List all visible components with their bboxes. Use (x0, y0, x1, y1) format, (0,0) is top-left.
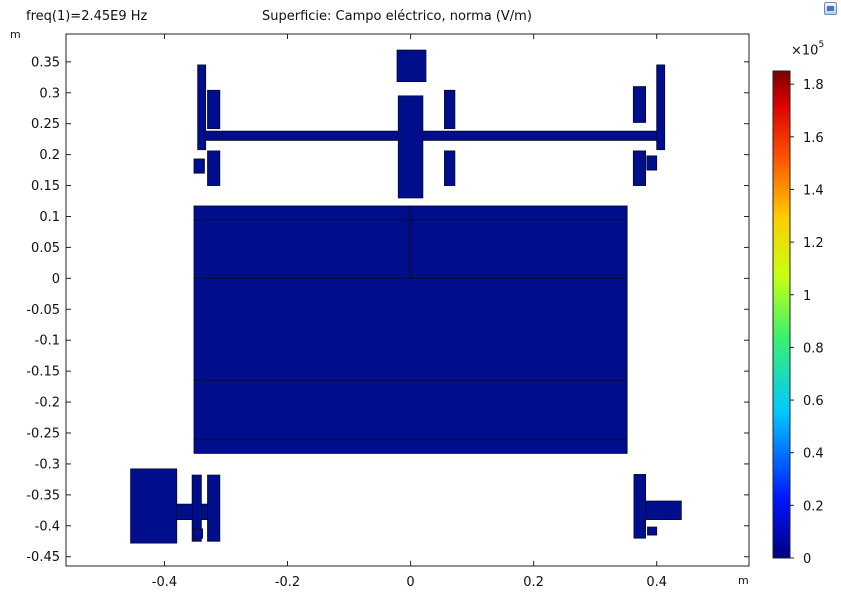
shape-bottom-right-post (633, 474, 647, 539)
x-tick-label: 0 (406, 575, 414, 590)
colorbar-tick-label: 1.6 (803, 131, 824, 146)
y-tick-label: -0.35 (26, 488, 60, 503)
shape-center-left-post-low (444, 150, 456, 186)
y-tick-label: -0.3 (35, 457, 60, 472)
x-axis-unit-label: m (738, 574, 749, 587)
y-tick-label: 0.15 (31, 179, 60, 194)
x-tick-label: -0.2 (275, 575, 300, 590)
y-tick-label: -0.45 (26, 550, 60, 565)
colorbar-tick-label: 0.4 (803, 447, 824, 462)
colorbar-tick-label: 0.2 (803, 499, 824, 514)
shape-left-inner-post-low (207, 150, 221, 186)
colorbar-tick-label: 1.2 (803, 236, 824, 251)
shape-bottom-left-stub (193, 528, 203, 539)
y-axis-unit-label: m (10, 28, 21, 41)
y-tick-label: 0.3 (39, 86, 60, 101)
colorbar-tick-label: 1.4 (803, 183, 824, 198)
colorbar-tick-label: 0.8 (803, 341, 824, 356)
x-tick-label: -0.4 (152, 575, 177, 590)
y-tick-label: 0.35 (31, 55, 60, 70)
shape-waveguide-vertical (397, 95, 424, 199)
colorbar-tick-label: 1.8 (803, 78, 824, 93)
colorbar-tick-label: 0.6 (803, 394, 824, 409)
colorbar-tick-label: 1 (803, 289, 811, 304)
shape-center-left-post (444, 89, 456, 130)
x-axis-ticks: -0.4 -0.2 0 0.2 0.4 (152, 34, 667, 590)
y-tick-label: -0.2 (35, 396, 60, 411)
shape-bottom-right-stub (647, 526, 658, 536)
colorbar-exponent-label: ×105 (791, 40, 825, 59)
y-tick-label: -0.4 (35, 519, 60, 534)
y-tick-label: 0 (52, 272, 60, 287)
shape-bottom-left-post-2 (207, 474, 221, 542)
shape-bottom-left-post (191, 474, 202, 542)
y-tick-label: 0.25 (31, 117, 60, 132)
y-axis-ticks: 0.35 0.3 0.25 0.2 0.15 0.1 0.05 0 -0.05 -0.1 -0.15… (26, 55, 749, 565)
y-tick-label: 0.2 (39, 148, 60, 163)
shape-bottom-right-arm (645, 500, 682, 521)
geometry-shapes (130, 49, 682, 544)
x-tick-label: 0.2 (523, 575, 544, 590)
shape-right-post (656, 64, 666, 151)
y-tick-label: 0.05 (31, 241, 60, 256)
shape-right-inner-post-low (632, 150, 647, 186)
frequency-label: freq(1)=2.45E9 Hz (26, 9, 148, 24)
y-tick-label: -0.05 (26, 303, 60, 318)
shape-feed-line (408, 205, 413, 279)
y-tick-label: -0.15 (26, 365, 60, 380)
y-tick-label: -0.25 (26, 427, 60, 442)
y-tick-label: 0.1 (39, 210, 60, 225)
shape-bottom-left-block (130, 468, 178, 544)
y-tick-label: -0.1 (35, 334, 60, 349)
shape-right-inner-post (632, 86, 647, 123)
shape-left-post (197, 64, 207, 151)
image-icon[interactable] (824, 2, 837, 15)
shape-right-stub (646, 155, 658, 171)
colorbar-tick-label: 0 (803, 552, 811, 567)
shape-left-inner-post (207, 89, 221, 130)
colorbar-ticks: 0 0.2 0.4 0.6 0.8 1 1.2 1.4 1.6 1.8 (790, 78, 824, 567)
colorbar (772, 70, 791, 559)
x-tick-label: 0.4 (646, 575, 667, 590)
shape-top-block (396, 49, 427, 83)
shape-left-stub (193, 158, 205, 174)
shape-waveguide-horizontal (197, 130, 664, 141)
plot-title: Superficie: Campo eléctrico, norma (V/m) (262, 9, 532, 24)
